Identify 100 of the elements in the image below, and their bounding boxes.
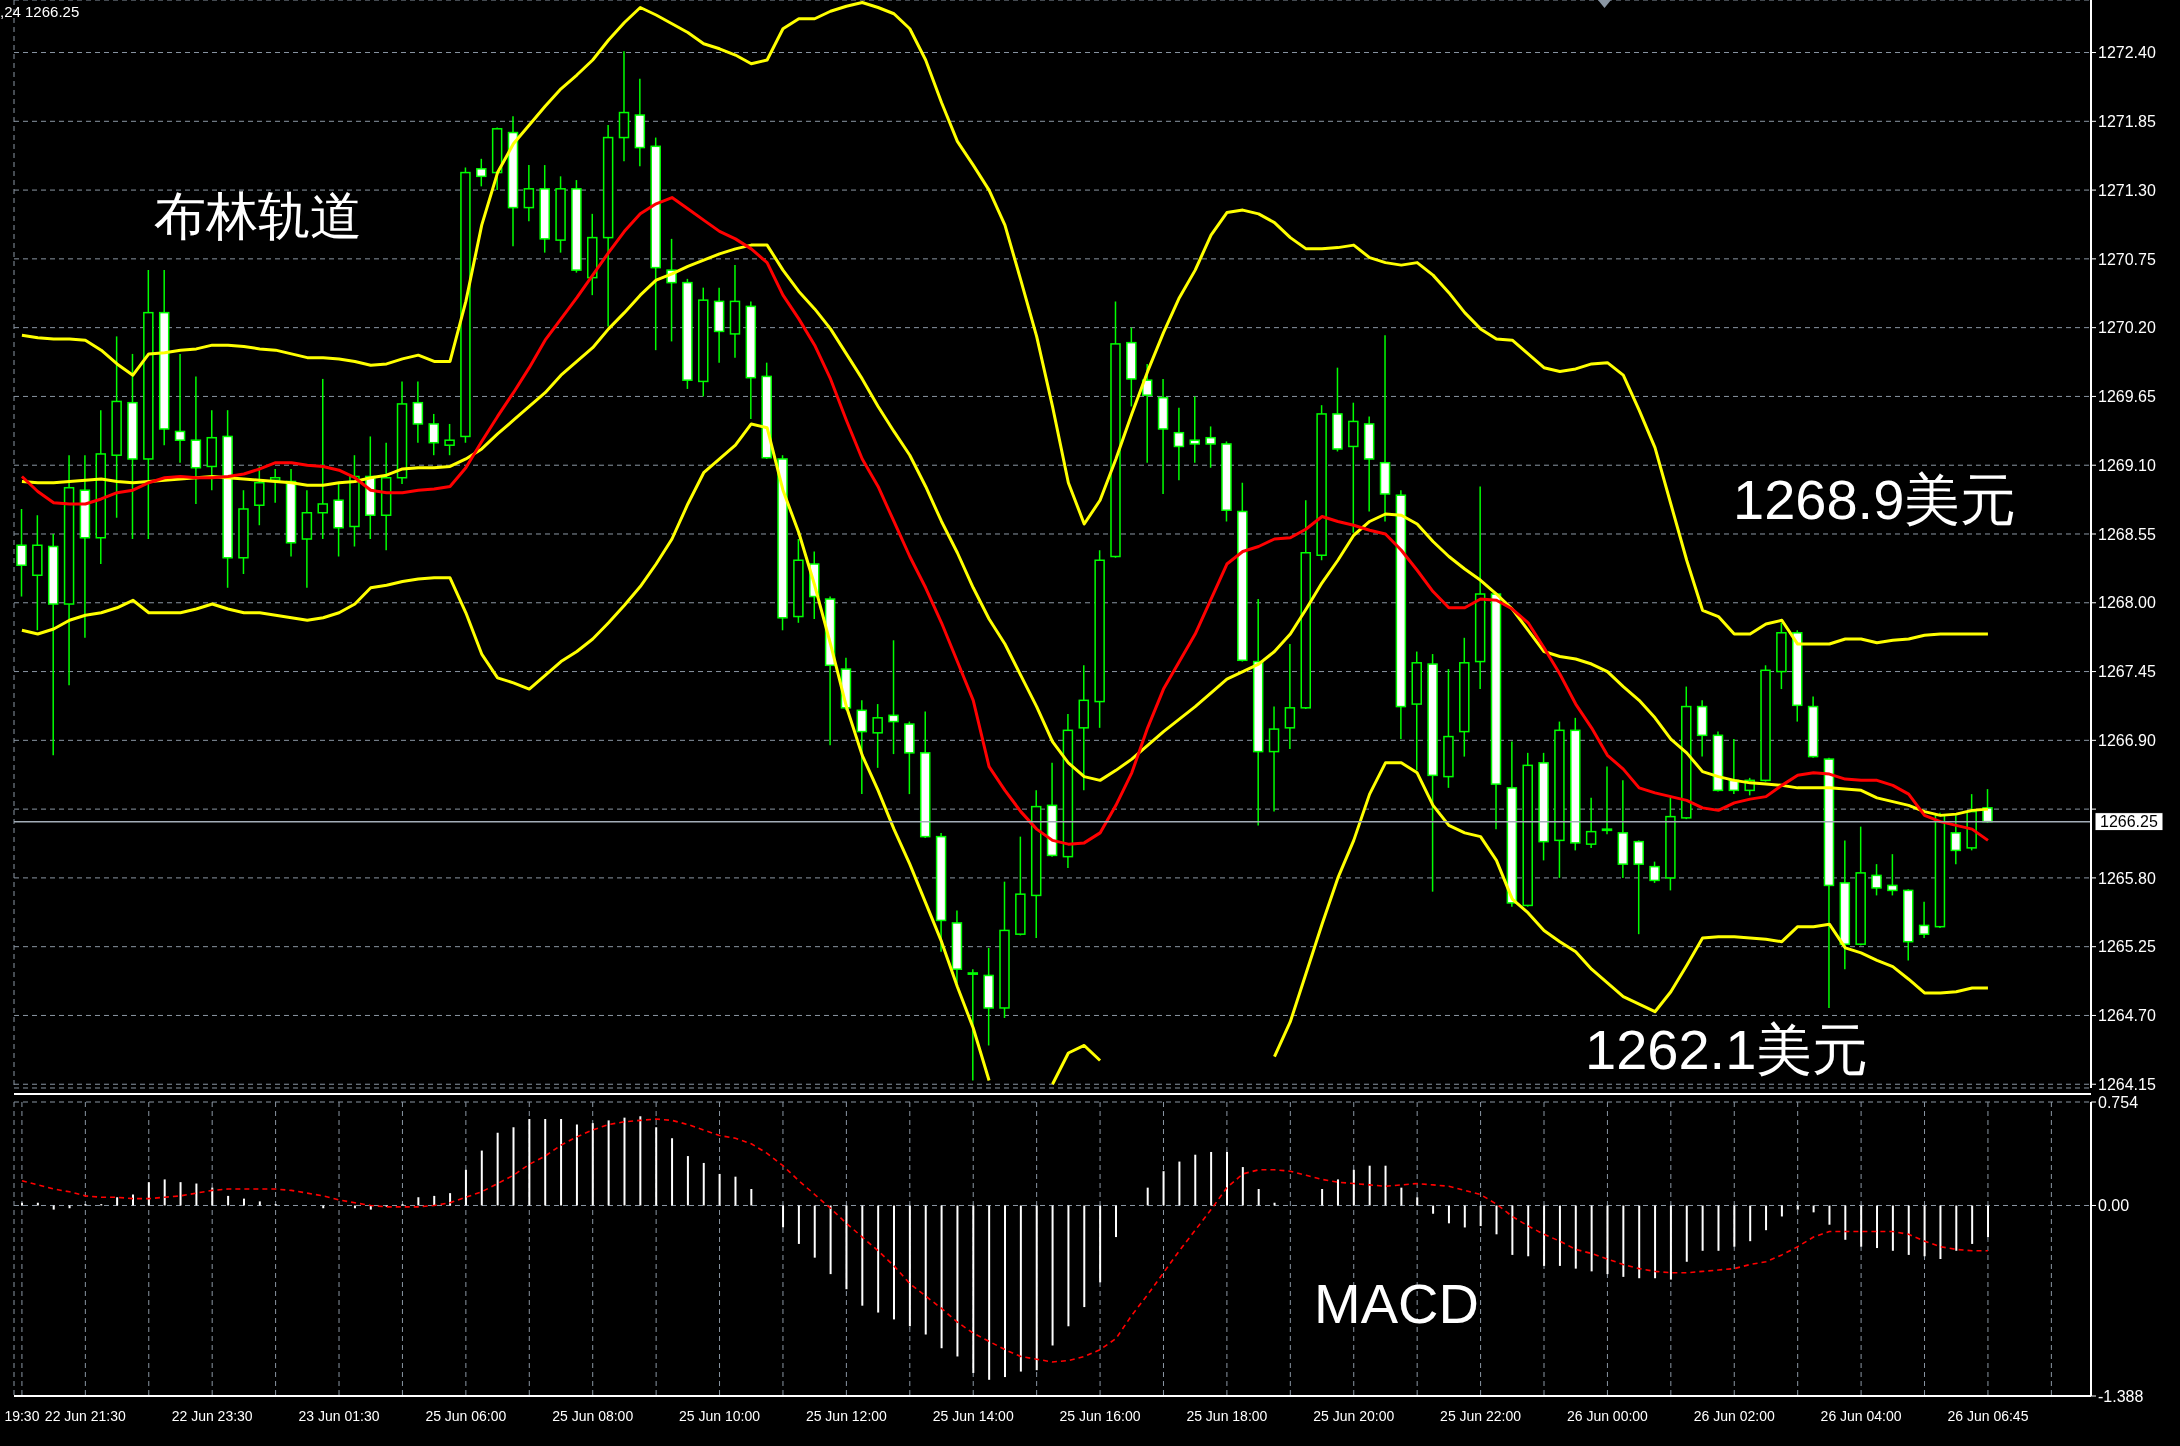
candlestick [872, 703, 883, 769]
bar [750, 1189, 753, 1206]
bar [1701, 1205, 1704, 1251]
bar [1511, 1205, 1514, 1255]
bar [829, 1205, 832, 1275]
bar [1717, 1205, 1720, 1251]
y-tick-label: 1264.70 [2098, 1007, 2156, 1025]
x-tick-label: 25 Jun 14:00 [932, 1407, 1014, 1424]
bar [1083, 1205, 1086, 1308]
y-tick-label: 0.754 [2098, 1093, 2139, 1111]
bar [1527, 1205, 1530, 1257]
candlestick [1284, 643, 1296, 750]
bar [1955, 1205, 1958, 1251]
bar [195, 1183, 198, 1206]
bar [1479, 1205, 1482, 1227]
bar [861, 1205, 864, 1306]
bar [1638, 1205, 1641, 1279]
candlestick [1601, 765, 1613, 835]
x-tick-label: 25 Jun 16:00 [1059, 1407, 1141, 1424]
bar [1495, 1205, 1498, 1235]
y-tick-label: 1271.30 [2098, 181, 2156, 199]
bar [227, 1195, 230, 1206]
bar [1733, 1205, 1736, 1247]
bar [464, 1169, 467, 1206]
bar [480, 1150, 483, 1206]
y-tick-label: 1269.10 [2098, 456, 2156, 474]
bar [1114, 1205, 1117, 1238]
bar [1321, 1189, 1324, 1206]
bar [528, 1119, 531, 1206]
candlestick [1633, 839, 1644, 935]
bar [1828, 1205, 1831, 1225]
bar [813, 1205, 816, 1258]
candlestick [412, 380, 424, 444]
x-tick-label: 25 Jun 06:00 [425, 1407, 507, 1424]
bar [512, 1127, 515, 1206]
bar [544, 1119, 547, 1206]
annotation: MACD [1314, 1272, 1479, 1335]
x-tick-label: 25 Jun 08:00 [552, 1407, 634, 1424]
x-tick-label: 25 Jun 18:00 [1186, 1407, 1268, 1424]
bar [147, 1182, 150, 1206]
candlestick [523, 164, 535, 223]
candlestick [317, 378, 328, 540]
bar [1796, 1205, 1799, 1210]
y-tick-label: 1265.25 [2098, 938, 2156, 956]
candlestick [428, 413, 439, 456]
candlestick [967, 968, 979, 1082]
candlestick [254, 465, 265, 526]
bar [988, 1205, 991, 1380]
candlestick [1173, 406, 1185, 481]
bar [433, 1195, 436, 1206]
bar [607, 1120, 610, 1206]
y-tick-label: 1267.45 [2098, 663, 2156, 681]
bar [1447, 1205, 1450, 1224]
candlestick [1189, 395, 1201, 464]
bar [1162, 1171, 1165, 1206]
bar [68, 1205, 71, 1209]
candlestick [1950, 814, 1962, 865]
bar [1749, 1205, 1752, 1242]
bar [956, 1205, 959, 1357]
bar [1146, 1187, 1149, 1206]
bar [1178, 1161, 1181, 1206]
bar [575, 1124, 578, 1206]
candlestick [476, 158, 487, 188]
x-tick-label: 23 Jun 01:30 [298, 1407, 380, 1424]
x-tick-label: 19:30 [4, 1407, 40, 1424]
bar [1004, 1205, 1007, 1378]
bar [258, 1201, 261, 1206]
y-tick-label: 1270.20 [2098, 319, 2156, 337]
bar [1225, 1151, 1228, 1206]
bar [1907, 1205, 1910, 1255]
bar [1987, 1205, 1990, 1238]
bar [1876, 1205, 1879, 1249]
y-tick-label: 1272.40 [2098, 44, 2156, 62]
bar [877, 1205, 880, 1313]
y-tick-label: 1266.90 [2098, 732, 2156, 750]
y-tick-label: 1268.00 [2098, 594, 2156, 612]
bar [1574, 1205, 1577, 1269]
bar [972, 1205, 975, 1373]
y-tick-label: 1264.15 [2098, 1075, 2156, 1093]
annotation: 1268.9美元 [1733, 468, 2017, 531]
line-series [21, 1118, 1989, 1363]
bar [1416, 1197, 1419, 1206]
bar [1035, 1205, 1038, 1371]
bar [1241, 1167, 1244, 1206]
y-tick-label: 1271.85 [2098, 112, 2156, 130]
x-tick-label: 26 Jun 02:00 [1693, 1407, 1775, 1424]
bar [639, 1116, 642, 1206]
bar [1606, 1205, 1609, 1275]
bar [1685, 1205, 1688, 1262]
x-tick-label: 25 Jun 22:00 [1440, 1407, 1522, 1424]
bar [1336, 1179, 1339, 1206]
bar [940, 1205, 943, 1349]
bar [1939, 1205, 1942, 1260]
candlestick [174, 353, 186, 464]
bar [353, 1205, 356, 1209]
bar [1590, 1205, 1593, 1272]
bar [1765, 1205, 1768, 1231]
bar [702, 1162, 705, 1206]
x-tick-label: 26 Jun 00:00 [1566, 1407, 1649, 1424]
bar [797, 1205, 800, 1244]
